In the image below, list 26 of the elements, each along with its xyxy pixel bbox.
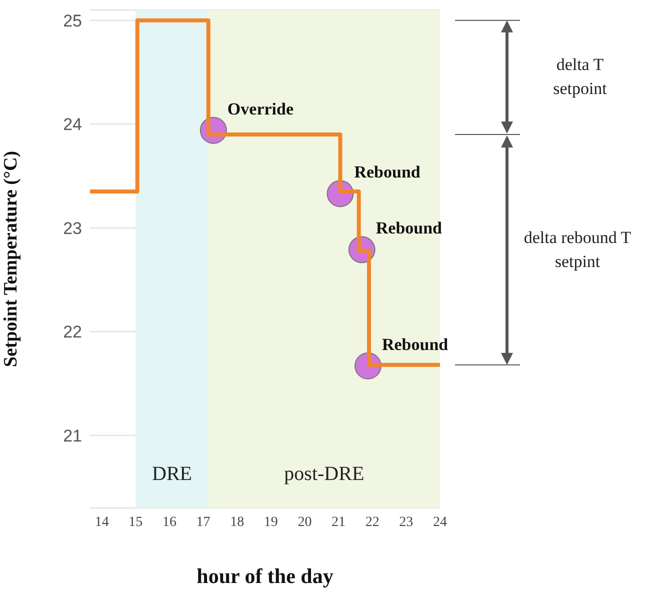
x-tick-label: 19 (264, 514, 278, 530)
annotation: Rebound (376, 218, 443, 238)
band-label: DRE (152, 463, 192, 485)
x-tick-label: 20 (298, 514, 312, 530)
x-tick-label: 23 (399, 514, 414, 530)
y-tick-label: 23 (63, 218, 82, 238)
band-label: post-DRE (284, 463, 364, 485)
text: delta rebound T setpint (522, 226, 632, 273)
x-tick-label: 21 (332, 514, 346, 530)
y-tick-label: 22 (63, 322, 82, 342)
text: delta T setpoint (552, 54, 608, 100)
y-tick-label: 25 (63, 11, 82, 30)
x-axis-title: hour of the day (196, 564, 334, 588)
x-tick-label: 14 (94, 514, 109, 530)
y-axis-title: Setpoint Temperature (°C) (0, 150, 22, 368)
x-tick-label: 22 (365, 514, 380, 530)
x-tick-label: 17 (196, 514, 210, 530)
annotation: Override (227, 99, 294, 118)
y-tick-label: 21 (63, 426, 82, 446)
annotation: Rebound (382, 334, 449, 354)
annotation: Rebound (354, 162, 421, 182)
y-tick-label: 24 (63, 115, 82, 134)
x-tick-label: 24 (433, 514, 447, 530)
x-tick-label: 18 (230, 514, 244, 530)
x-tick-label: 15 (128, 514, 143, 530)
x-tick-label: 16 (162, 514, 176, 530)
